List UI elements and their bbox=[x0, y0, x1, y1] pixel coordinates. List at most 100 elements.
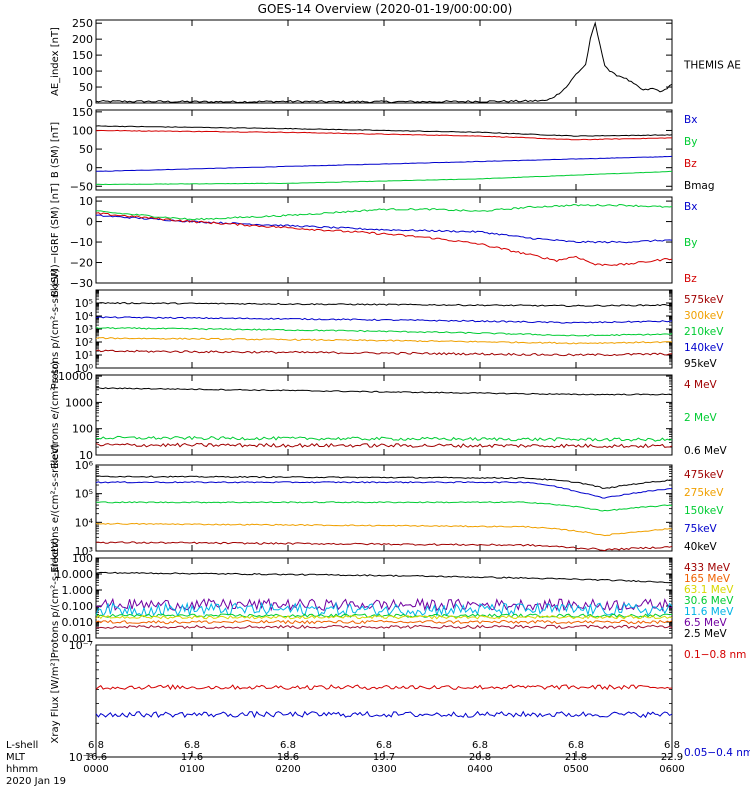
series-line-bsm-1 bbox=[95, 170, 672, 186]
panel-frame bbox=[95, 289, 673, 369]
y-tick-label: 10⁵ bbox=[75, 297, 93, 310]
legend-label: 433 MeV bbox=[684, 562, 731, 574]
y-tick-label: −30 bbox=[70, 277, 93, 290]
legend-label: 210keV bbox=[684, 326, 724, 338]
x-tick-label-hhmm: 0300 bbox=[371, 764, 396, 775]
y-tick-label: 10⁵ bbox=[75, 488, 93, 501]
legend-label: 30.6 MeV bbox=[684, 595, 734, 607]
legend-label: 6.5 MeV bbox=[684, 617, 728, 629]
series-line-protons_high-0 bbox=[95, 571, 673, 584]
legend-label: 4 MeV bbox=[684, 379, 718, 391]
panel-frame bbox=[95, 374, 673, 456]
y-tick-label: 50 bbox=[79, 81, 93, 94]
y-axis-label: B (SM)−IGRF (SM) [nT] bbox=[50, 183, 61, 297]
series-line-bigrf-0 bbox=[95, 214, 673, 244]
x-tick-label-lshell: 6.8 bbox=[280, 740, 296, 751]
panel-electrons_diff: 10³ 10⁴ 10⁵ 10⁶ Electrons e/(cm²-s-sr-keV) 47… bbox=[50, 443, 724, 572]
y-tick-label: −10 bbox=[70, 236, 93, 249]
legend-label: 140keV bbox=[684, 342, 724, 354]
x-tick-label-hhmm: 0400 bbox=[467, 764, 492, 775]
x-tick-label-mlt: 16.6 bbox=[85, 752, 107, 763]
series-line-electrons_diff-4 bbox=[95, 541, 673, 552]
x-row-label: 2020 Jan 19 bbox=[6, 776, 66, 787]
y-axis-label: Protons p/(cm²-s-sr-keV) bbox=[50, 269, 61, 390]
series-line-protons_high-2 bbox=[95, 601, 673, 618]
legend-label: Bx bbox=[684, 201, 697, 213]
y-tick-label: 0.001 bbox=[62, 632, 94, 645]
series-line-protons_high-1 bbox=[95, 597, 673, 612]
legend-label: By bbox=[684, 237, 697, 249]
y-axis-label: Xray Flux [W/m²] bbox=[50, 658, 61, 743]
series-line-electrons_int-0 bbox=[95, 387, 673, 396]
x-tick-label-hhmm: 0200 bbox=[275, 764, 300, 775]
legend-label: 475keV bbox=[684, 469, 724, 481]
y-tick-label: 10 bbox=[79, 195, 93, 208]
series-line-bsm-2 bbox=[95, 129, 672, 141]
chart-title: GOES-14 Overview (2020-01-19/00:00:00) bbox=[258, 2, 513, 16]
panel-frame bbox=[95, 109, 673, 191]
y-tick-label: −20 bbox=[70, 257, 93, 270]
x-tick-label-lshell: 6.8 bbox=[88, 740, 104, 751]
legend-label: Bx bbox=[684, 114, 697, 126]
y-tick-label: 0.010 bbox=[62, 616, 94, 629]
y-tick-label: 10² bbox=[75, 336, 93, 349]
x-tick-label-mlt: 22.9 bbox=[661, 752, 683, 763]
legend-label: 0.1−0.8 nm bbox=[684, 649, 746, 661]
y-tick-label: 1.000 bbox=[62, 584, 94, 597]
x-row-label: hhmm bbox=[6, 764, 38, 775]
y-tick-label: 100 bbox=[72, 65, 93, 78]
x-tick-label-mlt: 19.7 bbox=[373, 752, 395, 763]
series-line-protons_low-0 bbox=[95, 301, 673, 308]
y-tick-label: 150 bbox=[72, 49, 93, 62]
y-tick-label: 100 bbox=[72, 124, 93, 137]
series-line-protons_low-4 bbox=[95, 349, 673, 357]
x-tick-label-lshell: 6.8 bbox=[184, 740, 200, 751]
x-row-label: MLT bbox=[6, 752, 26, 763]
x-tick-label-mlt: 17.6 bbox=[181, 752, 203, 763]
y-axis-label: B (SM) [nT] bbox=[50, 122, 61, 178]
legend-label: 575keV bbox=[684, 294, 724, 306]
series-line-protons_high-5 bbox=[95, 619, 673, 625]
y-tick-label: 10⁻⁷ bbox=[69, 639, 93, 652]
x-tick-label-lshell: 6.8 bbox=[376, 740, 392, 751]
legend-label: Bz bbox=[684, 273, 697, 285]
legend-label: 11.6 MeV bbox=[684, 606, 734, 618]
x-tick-label-lshell: 6.8 bbox=[568, 740, 584, 751]
series-line-xray-0 bbox=[95, 684, 673, 691]
x-tick-label-mlt: 18.6 bbox=[277, 752, 299, 763]
legend-label: 40keV bbox=[684, 541, 718, 553]
legend-label: 0.05−0.4 nm bbox=[684, 747, 750, 759]
series-line-electrons_int-1 bbox=[95, 435, 673, 442]
legend-label: 95keV bbox=[684, 358, 718, 370]
legend-label: Bz bbox=[684, 158, 697, 170]
legend-label: 150keV bbox=[684, 505, 724, 517]
legend-label: 75keV bbox=[684, 523, 718, 535]
series-line-electrons_int-2 bbox=[95, 442, 673, 449]
series-line-electrons_diff-2 bbox=[95, 501, 673, 512]
panel-frame bbox=[95, 196, 673, 284]
legend-label: 2 MeV bbox=[684, 412, 718, 424]
y-axis-label: Electrons e/(cm²-s-sr) bbox=[50, 361, 61, 469]
series-line-xray-1 bbox=[95, 710, 673, 719]
x-tick-label-mlt: 21.8 bbox=[565, 752, 587, 763]
x-tick-label-hhmm: 0500 bbox=[563, 764, 588, 775]
y-tick-label: 10.000 bbox=[55, 568, 94, 581]
x-tick-label-lshell: 6.8 bbox=[472, 740, 488, 751]
y-axis-label: AE_index [nT] bbox=[50, 27, 61, 96]
y-tick-label: 100 bbox=[72, 423, 93, 436]
legend-label: THEMIS AE bbox=[683, 60, 741, 72]
y-axis-label: Protons p/(cm²-s-sr-keV) bbox=[50, 538, 61, 659]
x-tick-label-hhmm: 0100 bbox=[179, 764, 204, 775]
series-line-protons_high-6 bbox=[95, 624, 673, 630]
panel-protons_high: 0.001 0.010 0.100 1.000 10.000 100 Protons p/(… bbox=[50, 538, 734, 659]
series-line-bigrf-2 bbox=[95, 212, 673, 266]
legend-label: Bmag bbox=[684, 180, 715, 192]
series-line-protons_high-4 bbox=[95, 614, 673, 620]
y-tick-label: 0.100 bbox=[62, 600, 94, 613]
legend-label: 300keV bbox=[684, 310, 724, 322]
panel-frame bbox=[95, 19, 673, 104]
x-tick-label-lshell: 6.8 bbox=[664, 740, 680, 751]
y-tick-label: −50 bbox=[70, 180, 93, 193]
